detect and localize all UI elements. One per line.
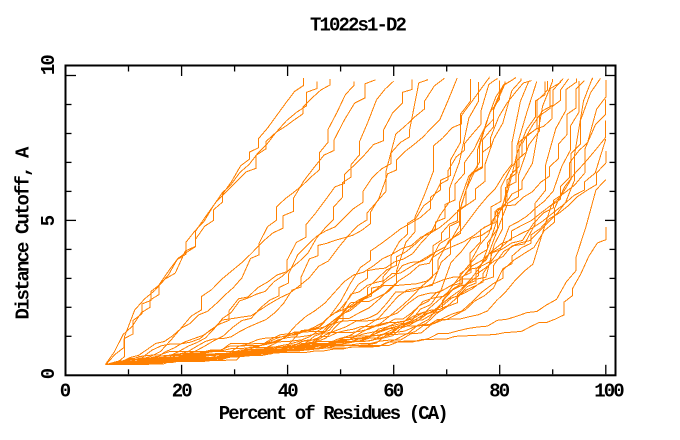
svg-text:T1022s1-D2: T1022s1-D2 bbox=[310, 15, 407, 37]
svg-text:20: 20 bbox=[172, 381, 193, 403]
svg-text:80: 80 bbox=[489, 381, 510, 403]
svg-text:0: 0 bbox=[60, 381, 71, 403]
svg-text:100: 100 bbox=[594, 381, 624, 403]
svg-text:60: 60 bbox=[383, 381, 404, 403]
svg-text:40: 40 bbox=[278, 381, 299, 403]
svg-text:10: 10 bbox=[38, 55, 60, 76]
svg-text:5: 5 bbox=[38, 215, 60, 226]
svg-text:Percent of Residues (CA): Percent of Residues (CA) bbox=[219, 403, 447, 425]
svg-text:Distance Cutoff, A: Distance Cutoff, A bbox=[13, 146, 35, 320]
svg-text:0: 0 bbox=[38, 368, 60, 379]
